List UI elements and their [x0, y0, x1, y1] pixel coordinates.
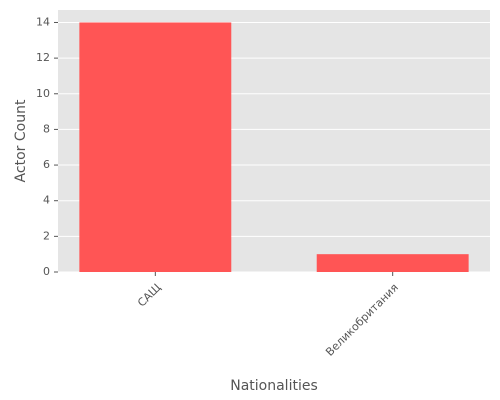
- y-tick-label: 4: [43, 194, 50, 207]
- y-tick-label: 14: [36, 15, 50, 28]
- y-tick-label: 12: [36, 51, 50, 64]
- y-tick-label: 6: [43, 158, 50, 171]
- x-tick-label: САЩ: [135, 281, 163, 309]
- x-tick-label: Великобритания: [323, 281, 401, 359]
- x-axis-title: Nationalities: [230, 378, 318, 394]
- bar: [79, 22, 232, 272]
- y-tick-label: 2: [43, 229, 50, 242]
- y-tick-label: 8: [43, 122, 50, 135]
- y-tick-label: 0: [43, 265, 50, 278]
- bar: [316, 254, 469, 272]
- y-tick-label: 10: [36, 87, 50, 100]
- y-axis-title: Actor Count: [13, 99, 29, 182]
